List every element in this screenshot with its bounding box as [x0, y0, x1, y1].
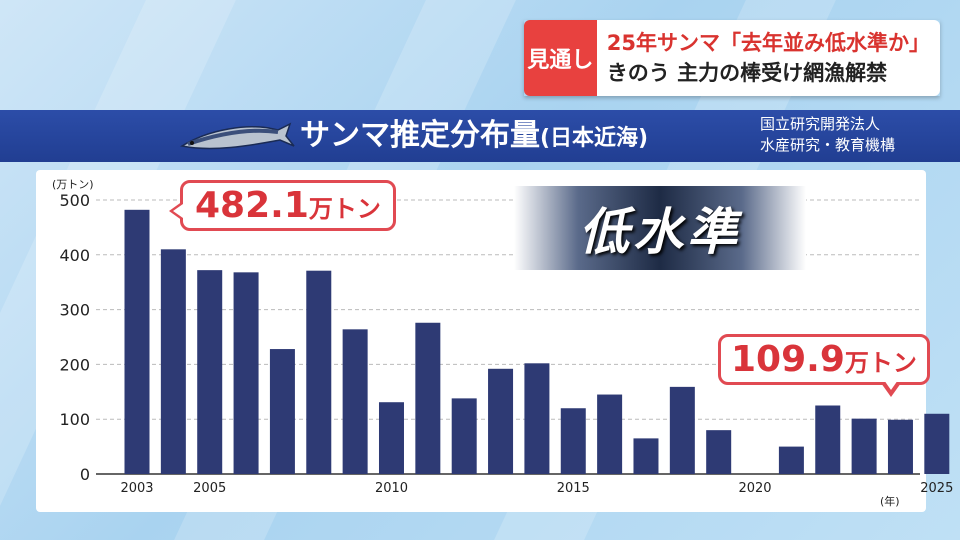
bar-2025 — [924, 413, 950, 474]
caption-headline: 25年サンマ「去年並み低水準か」 — [606, 31, 930, 55]
caption-body: 25年サンマ「去年並み低水準か」 きのう 主力の棒受け網漁解禁 — [596, 20, 940, 96]
bar-2006 — [233, 272, 259, 474]
chart-title-main: サンマ推定分布量 — [300, 118, 540, 153]
bar-2008 — [306, 270, 332, 474]
bar-2005 — [197, 270, 223, 474]
callout-latest-value: 109.9 — [731, 339, 845, 380]
bar-2004 — [160, 249, 186, 474]
bar-2009 — [342, 329, 368, 474]
chart-title: サンマ推定分布量(日本近海) — [300, 116, 648, 159]
callout-latest: 109.9万トン — [718, 334, 930, 397]
y-tick-label: 0 — [80, 465, 90, 484]
y-tick-label: 300 — [59, 301, 90, 320]
caption-badge: 見通し — [524, 20, 597, 96]
bar-2003 — [124, 209, 150, 474]
x-tick-label: 2020 — [738, 481, 771, 496]
bar-2014 — [524, 363, 550, 474]
source-line2: 水産研究・教育機構 — [760, 136, 896, 154]
y-axis-label: (万トン) — [52, 178, 94, 191]
callout-latest-unit: 万トン — [844, 349, 917, 377]
caption-subline: きのう 主力の棒受け網漁解禁 — [606, 61, 888, 85]
news-caption: 見通し 25年サンマ「去年並み低水準か」 きのう 主力の棒受け網漁解禁 — [524, 20, 940, 96]
source-line1: 国立研究開発法人 — [760, 115, 881, 133]
callout-max-value: 482.1 — [195, 185, 309, 226]
source-credit: 国立研究開発法人 水産研究・教育機構 — [760, 114, 895, 156]
low-level-label: 低水準 — [514, 186, 806, 270]
x-axis-unit: (年) — [880, 494, 900, 508]
bar-2018 — [669, 386, 695, 474]
bar-2022 — [815, 405, 841, 474]
y-tick-label: 100 — [59, 410, 90, 429]
bar-2016 — [597, 394, 623, 474]
y-tick-label: 500 — [59, 191, 90, 210]
bar-2007 — [269, 349, 295, 474]
bar-2015 — [560, 408, 586, 474]
bar-2011 — [415, 322, 441, 474]
x-tick-label: 2005 — [193, 481, 226, 496]
y-tick-label: 200 — [59, 355, 90, 374]
low-level-text: 低水準 — [579, 203, 741, 261]
bar-2017 — [633, 438, 659, 474]
saury-fish-icon — [179, 122, 295, 150]
bar-2021 — [778, 446, 804, 474]
callout-latest-pointer — [881, 380, 901, 397]
x-tick-label: 2010 — [375, 481, 408, 496]
bar-2012 — [451, 398, 477, 474]
bar-2023 — [851, 418, 877, 474]
x-tick-label: 2025 — [920, 481, 953, 496]
bar-2024 — [887, 419, 913, 474]
y-tick-label: 400 — [59, 246, 90, 265]
bar-2019 — [706, 430, 732, 474]
x-tick-label: 2003 — [120, 481, 153, 496]
callout-max-unit: 万トン — [308, 195, 381, 223]
callout-max: 482.1万トン — [169, 180, 396, 231]
chart-title-band: サンマ推定分布量(日本近海) 国立研究開発法人 水産研究・教育機構 — [0, 110, 960, 162]
callout-max-pointer — [169, 201, 183, 221]
chart-title-sub: (日本近海) — [540, 126, 649, 151]
x-tick-label: 2015 — [557, 481, 590, 496]
bar-2010 — [378, 402, 404, 474]
bar-2013 — [488, 368, 514, 474]
